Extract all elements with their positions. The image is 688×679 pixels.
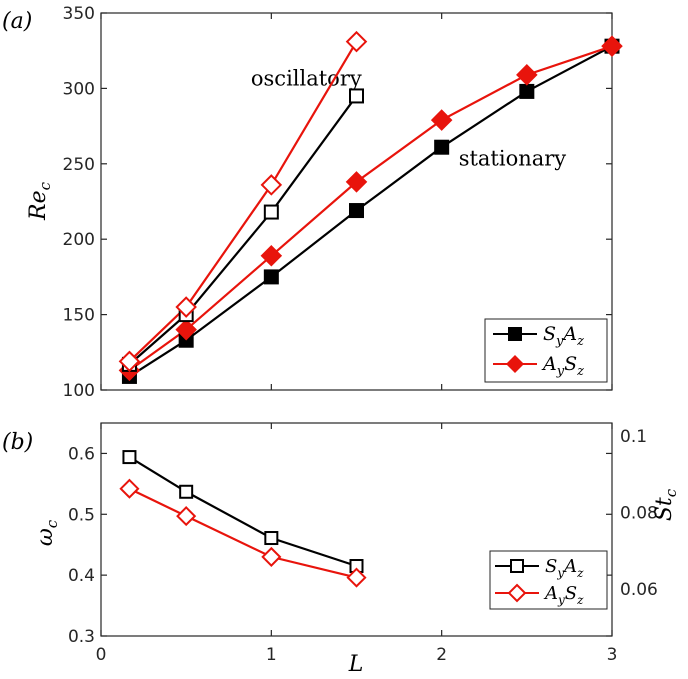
- legend-b-label-aysz: AySz: [543, 583, 584, 607]
- panel-a-point-filled-syaz: [519, 83, 535, 99]
- panel-b-xtick-label: 2: [436, 645, 447, 665]
- panel-b-point-open-aysz: [119, 478, 140, 499]
- panel-a-point-filled-syaz: [263, 269, 279, 285]
- panel-b-point-open-syaz: [264, 531, 279, 546]
- panel-b: (b) 0.3 0.4 0.5 0.6 0 1 2 3 0.06 0.08 0.1 ωc Stc L…: [2, 422, 680, 677]
- panel-a-point-filled-syaz: [349, 203, 364, 219]
- panel-b-xtick-label: 1: [266, 645, 277, 665]
- panel-a-line-open-syaz: [128, 95, 358, 366]
- panel-b-line-open-aysz: [128, 487, 357, 579]
- panel-b-y2label: Stc: [652, 488, 680, 521]
- panel-b-xlabel: L: [348, 652, 364, 677]
- legend-a-marker-aysz: [506, 355, 524, 373]
- panel-a-point-filled-aysz: [260, 245, 283, 267]
- legend-a-label-aysz: AySz: [541, 353, 584, 379]
- panel-b-y2tick-label: 0.06: [620, 580, 658, 600]
- legend-a-marker-syaz: [508, 327, 522, 341]
- panel-a-point-filled-aysz: [430, 109, 453, 131]
- panel-b-legend-box: [489, 550, 608, 610]
- panel-a-annotation-1: stationary: [459, 146, 567, 170]
- panel-b-y2tick-label: 0.1: [620, 427, 647, 447]
- panel-a-ytick-label: 350: [63, 4, 95, 24]
- panel-b-ylabel: ωc: [33, 519, 61, 546]
- panel-a-ytick-label: 250: [63, 155, 95, 175]
- panel-b-point-open-syaz: [122, 450, 137, 465]
- panel-a-annotation-0: oscillatory: [251, 66, 362, 90]
- panel-a-line-open-aysz: [128, 41, 358, 363]
- panel-b-point-open-syaz: [179, 484, 194, 499]
- panel-b-ytick-label: 0.6: [68, 444, 95, 464]
- panel-a-point-open-aysz: [175, 296, 197, 318]
- panel-a-legend-box: [484, 318, 608, 383]
- panel-a-ticks: 100 150 200 250 300 350: [63, 4, 613, 401]
- panel-b-series: [119, 450, 367, 588]
- panel-a-point-open-aysz: [260, 174, 283, 196]
- panel-b-label: (b): [2, 430, 33, 455]
- panel-a-point-filled-aysz: [516, 64, 538, 86]
- legend-a-label-syaz: SyAz: [543, 323, 584, 349]
- legend-b-label-syaz: SyAz: [545, 556, 584, 580]
- panel-a-point-filled-aysz: [601, 35, 623, 57]
- panel-a-ylabel: Rec: [26, 181, 54, 221]
- panel-a-point-filled-aysz: [175, 318, 197, 341]
- legend-b-marker-syaz: [510, 559, 524, 573]
- panel-a-point-open-syaz: [349, 88, 364, 104]
- panel-a-legend: SyAz AySz: [484, 318, 608, 383]
- panel-b-xtick-label: 0: [96, 645, 107, 665]
- panel-a-label: (a): [2, 9, 32, 34]
- panel-a-axes-box: [100, 12, 613, 391]
- panel-b-point-open-aysz: [261, 546, 282, 567]
- panel-a-ytick-label: 300: [63, 79, 95, 99]
- panel-a-point-open-syaz: [263, 204, 279, 220]
- panel-a-ytick-label: 150: [63, 306, 95, 326]
- panel-a-ytick-label: 200: [63, 230, 95, 250]
- panel-b-ticks: 0.3 0.4 0.5 0.6 0 1 2 3 0.06 0.08 0.1: [68, 423, 658, 665]
- panel-a-point-open-aysz: [345, 30, 368, 53]
- panel-b-y2tick-label: 0.08: [620, 504, 658, 524]
- panel-b-xtick-label: 3: [607, 645, 618, 665]
- panel-a-annotations: oscillatory stationary: [251, 66, 566, 170]
- panel-b-point-open-aysz: [176, 506, 197, 527]
- panel-b-ytick-label: 0.4: [68, 566, 95, 586]
- panel-a-point-open-aysz: [118, 350, 141, 373]
- panel-a-ytick-label: 100: [63, 381, 95, 401]
- panel-b-legend: SyAz AySz: [489, 550, 608, 610]
- panel-b-point-open-aysz: [346, 567, 367, 588]
- panel-a-point-filled-syaz: [434, 139, 450, 155]
- panel-b-ytick-label: 0.3: [68, 627, 95, 647]
- panel-b-ytick-label: 0.5: [68, 505, 95, 525]
- panel-a: (a) 100 150 200 250 300 350 Rec oscillatory st…: [2, 4, 623, 401]
- panel-a-point-filled-aysz: [345, 171, 368, 193]
- legend-b-marker-aysz: [507, 583, 527, 603]
- panel-b-line-open-syaz: [128, 456, 357, 568]
- panel-a-series: [118, 30, 623, 384]
- panel-b-axes-box: [100, 422, 613, 637]
